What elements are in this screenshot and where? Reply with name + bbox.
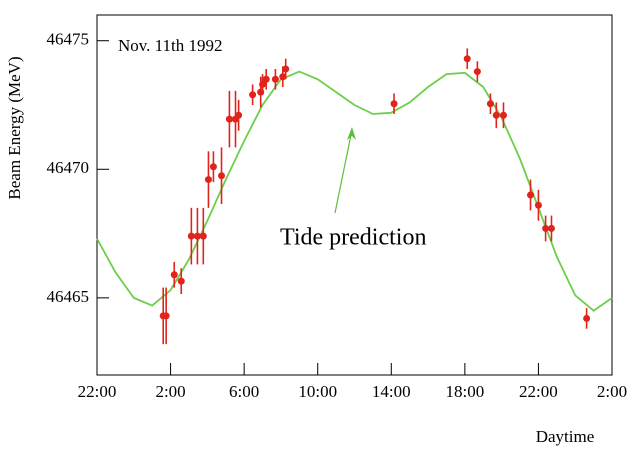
x-tick-label: 22:00	[519, 382, 558, 401]
data-point	[486, 100, 494, 108]
data-point	[193, 232, 201, 240]
data-point	[259, 80, 267, 88]
data-point	[271, 75, 279, 83]
x-tick-label: 2:00	[597, 382, 627, 401]
x-tick-label: 18:00	[445, 382, 484, 401]
data-point	[547, 224, 555, 232]
data-point	[235, 111, 243, 119]
y-tick-label: 46470	[47, 158, 90, 177]
x-tick-label: 22:00	[78, 382, 117, 401]
data-point	[390, 100, 398, 108]
x-tick-label: 14:00	[372, 382, 411, 401]
data-point	[249, 91, 257, 99]
data-point	[282, 65, 290, 73]
data-point	[583, 314, 591, 322]
data-point	[204, 176, 212, 184]
tide-curve	[96, 70, 613, 312]
data-point	[463, 55, 471, 63]
date-annotation: Nov. 11th 1992	[118, 36, 223, 55]
data-point	[499, 111, 507, 119]
y-tick-label: 46465	[47, 287, 90, 306]
x-tick-label: 10:00	[298, 382, 337, 401]
data-point	[177, 277, 185, 285]
arrow-head	[347, 127, 356, 140]
x-tick-label: 6:00	[229, 382, 259, 401]
data-point	[262, 75, 270, 83]
x-tick-label: 2:00	[155, 382, 185, 401]
data-point	[199, 232, 207, 240]
curve-annotation: Tide prediction	[280, 225, 426, 251]
data-point	[218, 172, 226, 180]
data-point	[187, 232, 195, 240]
data-point	[225, 115, 233, 123]
data-point	[473, 68, 481, 76]
y-tick-label: 46475	[47, 30, 90, 49]
data-point	[170, 271, 178, 279]
data-point	[209, 163, 217, 171]
data-point	[534, 201, 542, 209]
plot-frame	[96, 14, 613, 376]
data-point	[542, 224, 550, 232]
annotation-arrow	[334, 129, 353, 214]
x-axis-label: Daytime	[536, 427, 595, 446]
data-point	[527, 191, 535, 199]
data-point	[492, 111, 500, 119]
data-point	[162, 312, 170, 320]
data-point	[279, 73, 287, 81]
y-axis-label: Beam Energy (MeV)	[5, 56, 24, 199]
